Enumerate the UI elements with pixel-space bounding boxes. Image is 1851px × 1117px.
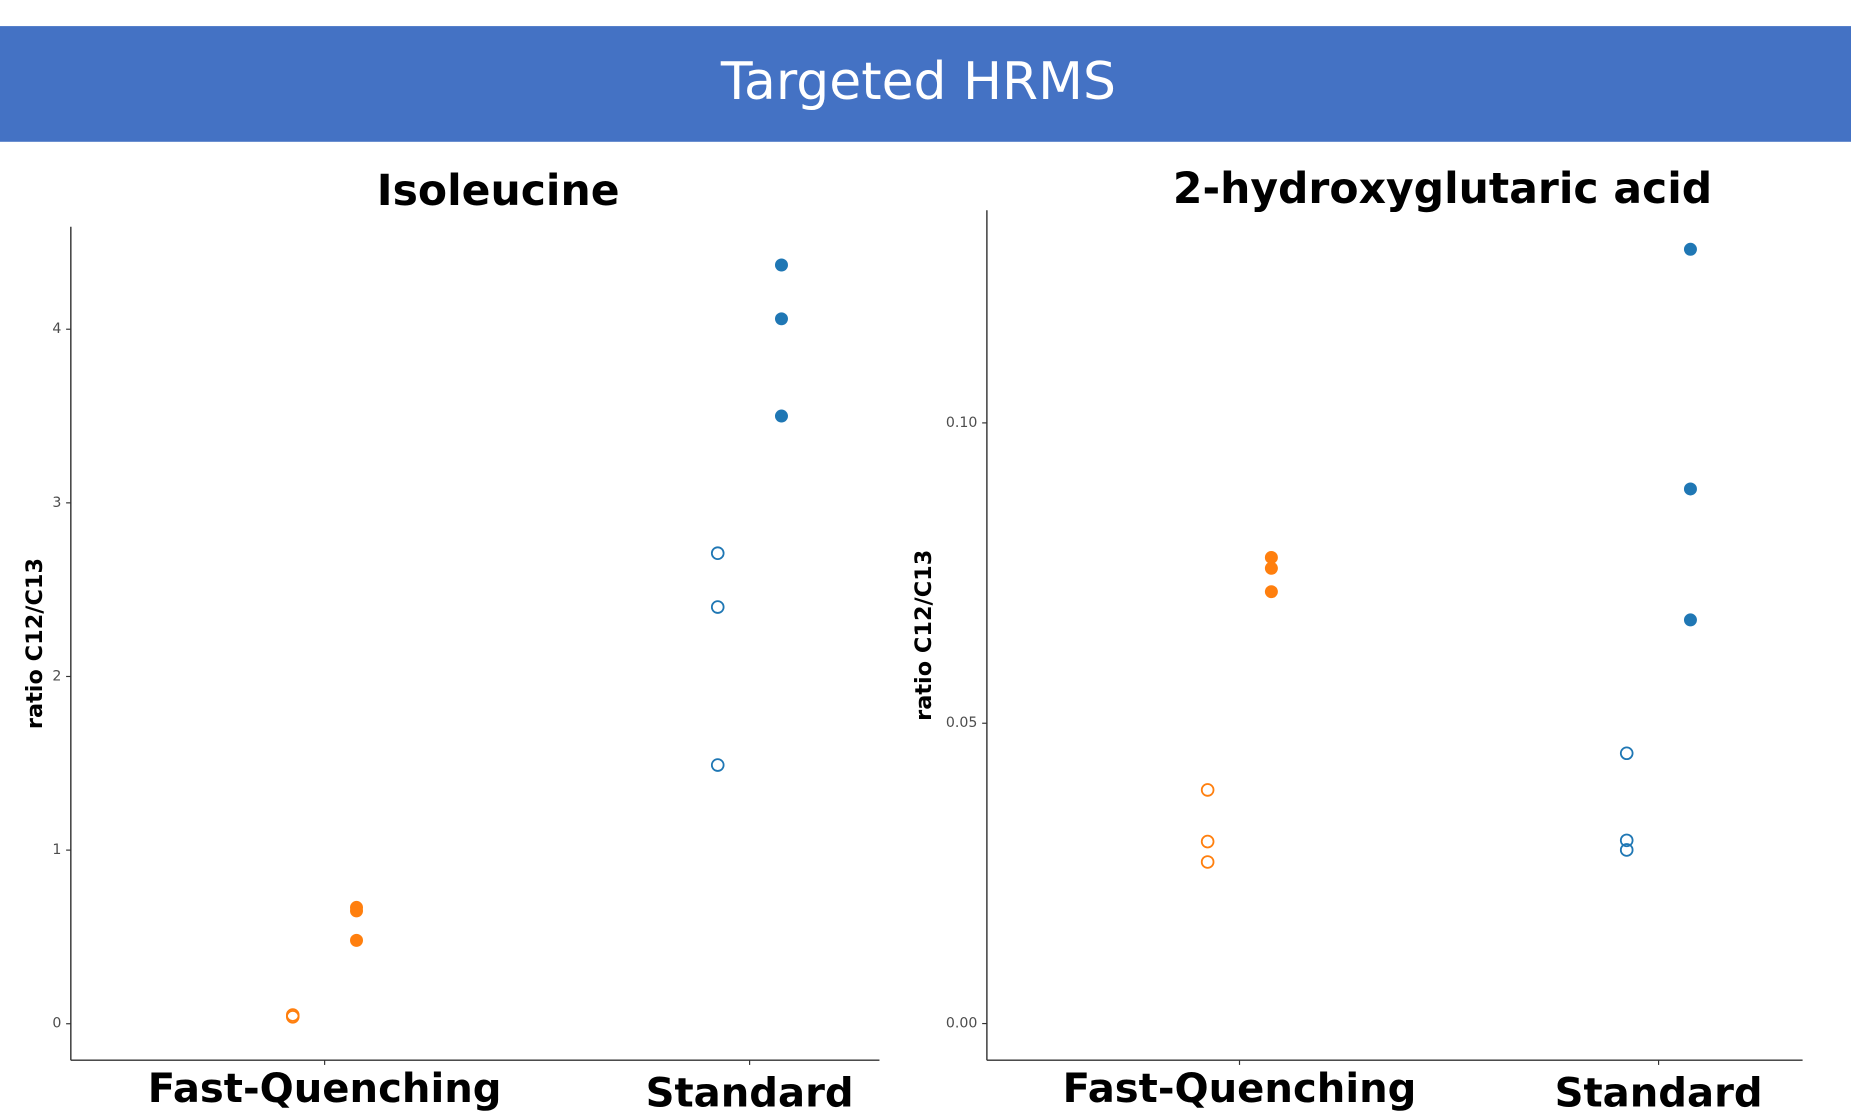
- point-filled: [1264, 561, 1278, 575]
- x-tick-label: Fast-Quenching: [148, 1066, 502, 1112]
- chart-title: Isoleucine: [377, 167, 620, 216]
- y-tick-label: 0.00: [946, 1016, 978, 1032]
- y-tick-label: 2: [52, 668, 61, 684]
- point-filled: [350, 933, 363, 947]
- y-tick-label: 0: [52, 1016, 61, 1032]
- header-band: [0, 26, 1851, 142]
- chart-title: 2-hydroxyglutaric acid: [1173, 165, 1712, 214]
- point-filled: [774, 312, 788, 326]
- point-filled: [774, 409, 788, 423]
- point-open: [1619, 833, 1634, 848]
- x-tick-label: Standard: [646, 1071, 854, 1117]
- x-tick-label: Fast-Quenching: [1063, 1066, 1417, 1112]
- point-open: [710, 758, 725, 772]
- point-open: [285, 1010, 300, 1024]
- point-filled: [1683, 242, 1697, 256]
- y-tick-label: 0.10: [946, 415, 978, 431]
- point-filled: [1683, 613, 1697, 627]
- point-open: [1619, 843, 1634, 857]
- point-filled: [1264, 585, 1278, 599]
- y-axis-label: ratio C12/C13: [911, 550, 937, 721]
- y-tick-label: 0.05: [946, 715, 978, 731]
- point-open: [1200, 834, 1215, 849]
- point-open: [1200, 783, 1215, 797]
- point-open: [1619, 746, 1634, 761]
- point-filled: [1683, 482, 1697, 496]
- y-axis-label: ratio C12/C13: [22, 558, 48, 729]
- point-open: [710, 600, 725, 614]
- point-filled: [774, 258, 788, 272]
- slide-title: Targeted HRMS: [720, 52, 1116, 112]
- y-tick-label: 1: [52, 842, 61, 858]
- point-filled: [350, 904, 363, 918]
- y-tick-label: 4: [52, 321, 61, 337]
- point-open: [1200, 855, 1215, 869]
- x-tick-label: Standard: [1555, 1071, 1763, 1117]
- y-tick-label: 3: [52, 495, 61, 511]
- point-filled: [1264, 550, 1278, 564]
- point-open: [710, 546, 725, 560]
